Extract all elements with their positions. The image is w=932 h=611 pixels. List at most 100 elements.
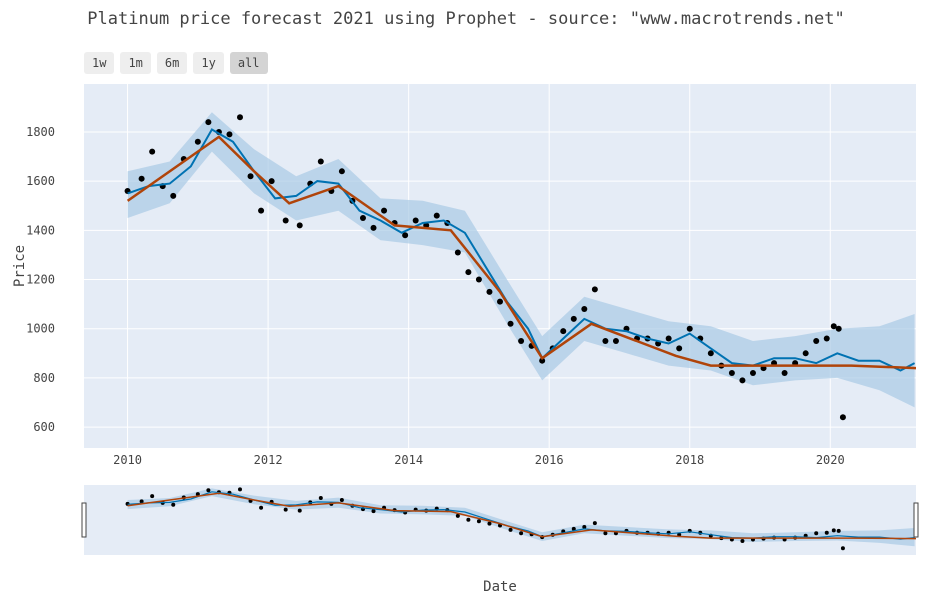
actual-point [381, 207, 388, 214]
range-slider-point [571, 526, 576, 531]
actual-point [839, 414, 846, 421]
range-slider-point [840, 546, 845, 551]
range-button-1y[interactable]: 1y [193, 52, 224, 74]
x-tick-label: 2012 [254, 453, 283, 467]
range-slider-point [283, 507, 288, 512]
actual-point [507, 320, 514, 327]
range-button-all[interactable]: all [229, 52, 268, 74]
range-slider-point [371, 509, 376, 514]
range-slider-point [603, 531, 608, 536]
actual-point [465, 269, 472, 276]
actual-point [570, 315, 577, 322]
chart-title: Platinum price forecast 2021 using Proph… [87, 9, 845, 29]
x-tick-label: 2016 [535, 453, 564, 467]
range-slider[interactable] [81, 485, 919, 555]
actual-point [402, 232, 409, 239]
range-slider-point [238, 487, 242, 492]
range-slider-band [127, 488, 915, 547]
main-plot-area[interactable] [84, 84, 916, 448]
actual-point [370, 224, 377, 231]
actual-point [247, 173, 254, 180]
actual-point [486, 288, 493, 295]
actual-point [237, 114, 243, 121]
range-slider-point [487, 521, 492, 526]
range-slider-point [206, 488, 211, 493]
range-slider-point [259, 505, 264, 510]
actual-point [749, 369, 756, 376]
actual-point [835, 325, 842, 332]
range-slider-point [171, 502, 176, 507]
actual-point [268, 178, 275, 185]
actual-point [194, 138, 201, 145]
actual-point [518, 338, 525, 345]
actual-point [665, 335, 672, 342]
range-slider-point [824, 530, 829, 535]
uncertainty-band [127, 112, 915, 408]
forecast-line [127, 128, 916, 372]
actual-point [739, 377, 746, 384]
range-slider-point [508, 527, 513, 532]
actual-point [170, 192, 177, 199]
actual-point [359, 215, 366, 222]
actual-point [317, 158, 324, 165]
x-tick-label: 2018 [675, 453, 704, 467]
range-selector: 1w 1m 6m 1y all [84, 52, 268, 74]
actual-point [205, 119, 212, 126]
y-tick-label: 1800 [26, 125, 55, 139]
x-tick-label: 2020 [816, 453, 845, 467]
actual-point [282, 217, 289, 224]
actual-point [802, 350, 809, 357]
actual-point [612, 338, 619, 345]
trend-line [126, 135, 916, 370]
actual-point [475, 276, 482, 283]
range-slider-point [139, 499, 144, 504]
series-group [124, 112, 916, 421]
range-slider-point [519, 531, 524, 536]
actual-point [149, 148, 156, 155]
actual-point [813, 338, 820, 345]
y-tick-label: 1600 [26, 174, 55, 188]
axes: 600 800 1000 1200 1400 1600 1800 2010 2012 2014 20… [12, 125, 845, 595]
x-tick-label: 2010 [113, 453, 142, 467]
range-slider-trend [127, 492, 917, 540]
actual-point [258, 207, 265, 214]
range-slider-point [150, 494, 155, 499]
actual-point [296, 222, 303, 229]
range-button-6m[interactable]: 6m [156, 52, 188, 74]
actual-point [823, 335, 830, 342]
y-axis-label: Price [12, 245, 28, 287]
actual-point [728, 369, 735, 376]
actual-point [338, 168, 345, 175]
y-tick-label: 1400 [26, 223, 55, 237]
actual-point [539, 357, 546, 364]
range-button-1w[interactable]: 1w [84, 52, 115, 74]
actual-point [581, 306, 588, 313]
actual-point [226, 131, 233, 138]
actual-point [433, 212, 440, 219]
range-button-1m[interactable]: 1m [120, 52, 151, 74]
range-slider-point [455, 513, 460, 518]
range-slider-point [195, 492, 200, 497]
actual-point [830, 323, 837, 330]
range-slider-point [582, 525, 587, 529]
y-tick-label: 1200 [26, 273, 55, 287]
actual-point [560, 328, 567, 335]
range-slider-point [836, 528, 841, 533]
range-slider-point [740, 539, 745, 543]
actual-point [686, 325, 693, 332]
range-slider-point [476, 519, 481, 524]
actual-point [602, 338, 609, 345]
range-slider-point [831, 528, 836, 533]
range-slider-handle-left[interactable] [81, 502, 87, 538]
range-slider-point [466, 517, 471, 522]
x-axis-label: Date [483, 579, 517, 595]
range-slider-point [297, 508, 302, 513]
actual-point [781, 369, 788, 376]
range-slider-point [318, 496, 323, 501]
actual-point [497, 298, 503, 305]
actual-point [676, 345, 683, 352]
range-slider-handle-right[interactable] [913, 502, 919, 538]
x-tick-label: 2014 [394, 453, 423, 467]
actual-point [138, 175, 145, 182]
